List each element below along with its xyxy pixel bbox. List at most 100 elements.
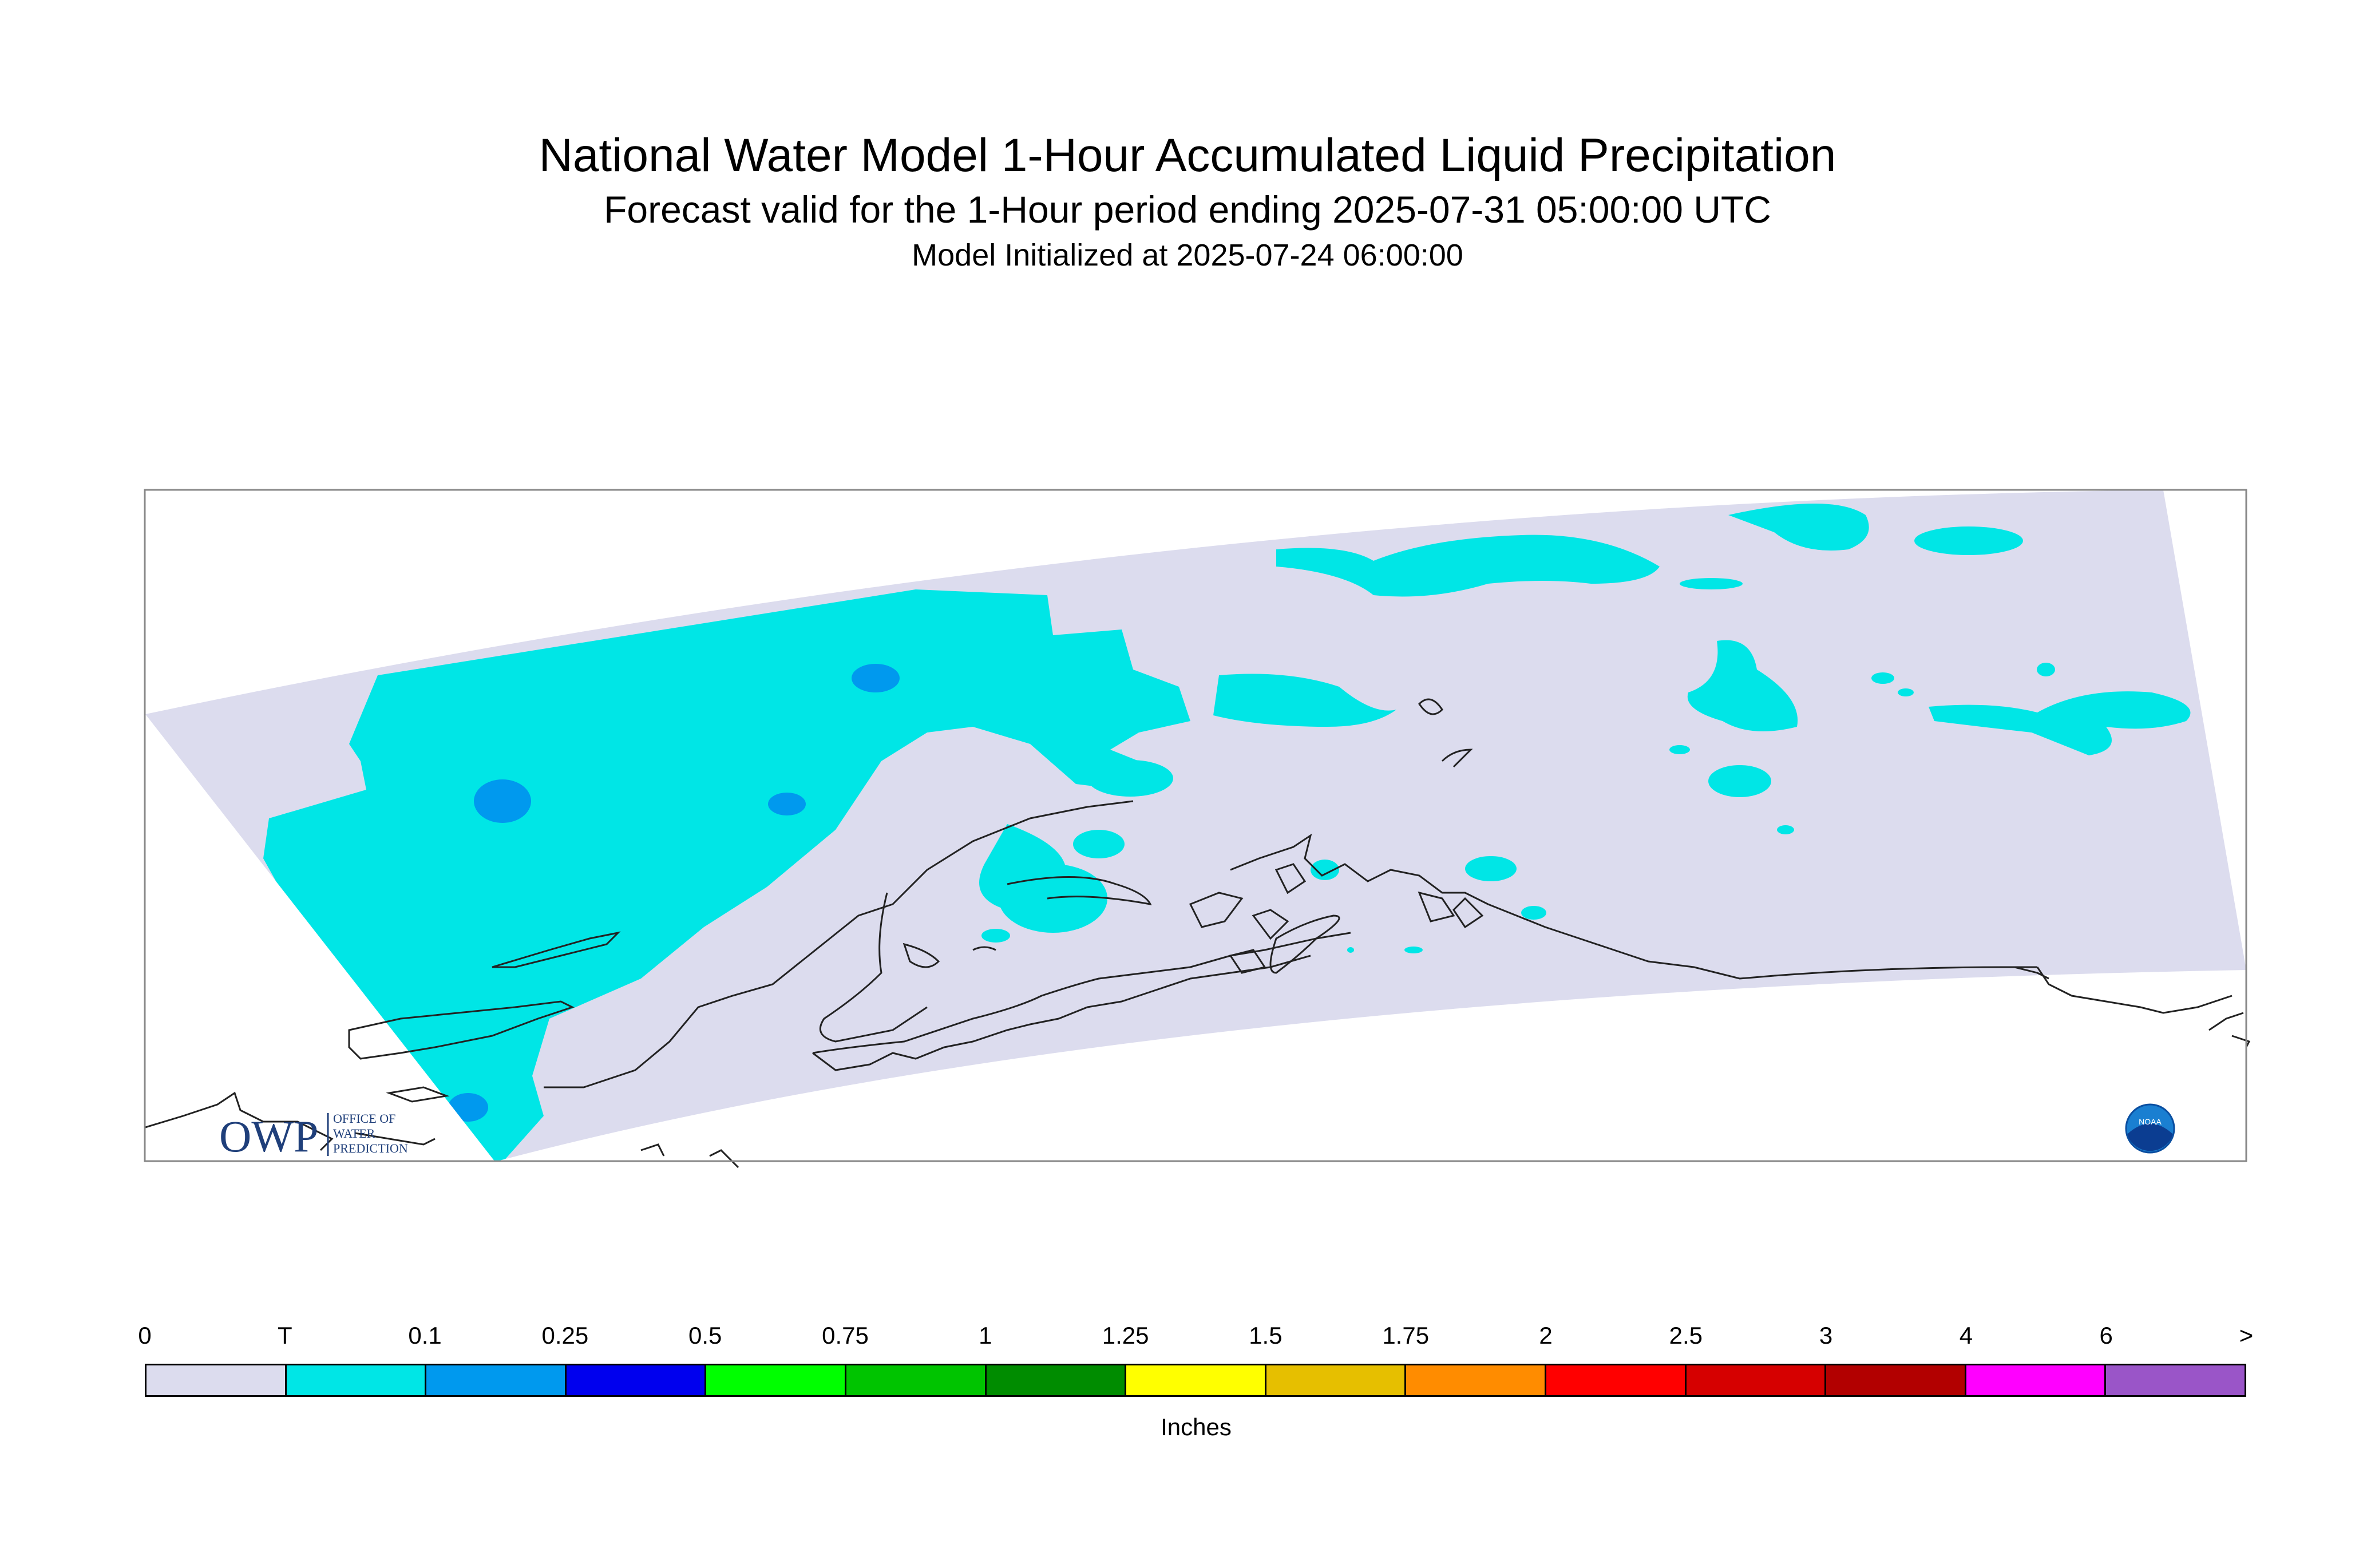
- legend-tick-label: 1: [979, 1322, 992, 1349]
- legend-tick-label: T: [277, 1322, 292, 1349]
- coastline: [819, 892, 928, 1043]
- trace-patch: [2037, 663, 2055, 676]
- trace-patch: [1680, 578, 1743, 589]
- coastline: [492, 931, 621, 968]
- legend-swatch: [1546, 1365, 1687, 1395]
- coastlines: [145, 698, 2251, 1169]
- coastline: [2014, 966, 2049, 980]
- coastline: [544, 800, 1134, 1088]
- legend-units: Inches: [1161, 1413, 1232, 1440]
- legend-swatch: [1826, 1365, 1966, 1395]
- coastline: [709, 1149, 739, 1169]
- coastline: [1418, 698, 1443, 715]
- trace-patch: [1871, 672, 1894, 684]
- trace-patch: [1404, 947, 1423, 953]
- trace-patch: [1347, 947, 1354, 953]
- legend-swatch: [426, 1365, 567, 1395]
- trace-patch: [1465, 856, 1517, 881]
- legend-swatch: [1406, 1365, 1546, 1395]
- coastline: [145, 1091, 334, 1151]
- trace-patch: [1687, 640, 1798, 731]
- chart-title: National Water Model 1-Hour Accumulated …: [539, 129, 1836, 181]
- chart-subtitle: Forecast valid for the 1-Hour period end…: [604, 188, 1771, 231]
- legend-swatch: [1966, 1365, 2107, 1395]
- light-rain-cell: [852, 664, 900, 692]
- coastline: [354, 1132, 436, 1146]
- owp-logo-text: OWP: [219, 1111, 318, 1161]
- trace-patch: [1914, 526, 2023, 555]
- model-init-time: Model Initialized at 2025-07-24 06:00:00: [912, 238, 1463, 272]
- coastline: [1269, 914, 1340, 974]
- coastline: [812, 955, 1311, 1071]
- legend-tick-label: 1.75: [1382, 1322, 1430, 1349]
- trace-patch: [1728, 504, 1869, 551]
- coastline: [2231, 1035, 2251, 1048]
- coastline: [902, 943, 940, 968]
- legend-swatch: [566, 1365, 707, 1395]
- legend-tick-label: 0.1: [408, 1322, 442, 1349]
- legend-swatch: [147, 1365, 287, 1395]
- coastline: [1274, 863, 1307, 894]
- trace-patch: [1073, 830, 1125, 858]
- legend-swatch: [286, 1365, 427, 1395]
- coastline: [1441, 749, 1473, 768]
- coastline: [2208, 1012, 2244, 1031]
- light-rain-cell: [448, 1093, 488, 1122]
- legend-tick-label: 0.25: [541, 1322, 589, 1349]
- legend-tick-label: 0: [138, 1322, 152, 1349]
- owp-logo-small: WATER: [333, 1126, 375, 1141]
- coastline: [1189, 892, 1244, 928]
- legend-tick-label: 3: [1819, 1322, 1833, 1349]
- owp-logo-small: OFFICE OF: [333, 1111, 395, 1126]
- trace-patch: [1213, 674, 1396, 727]
- coastline: [386, 1086, 450, 1103]
- trace-patch: [981, 929, 1010, 943]
- legend-swatch: [706, 1365, 846, 1395]
- trace-patch: [1311, 860, 1339, 880]
- legend-tick-label: 2.5: [1669, 1322, 1703, 1349]
- trace-patch: [1521, 906, 1546, 920]
- legend-swatch: [1686, 1365, 1827, 1395]
- coastline: [2036, 967, 2232, 1014]
- coastline: [812, 932, 1351, 1054]
- trace-patch: [1669, 745, 1690, 754]
- trace-patch: [1777, 825, 1794, 834]
- trace-patch: [1276, 534, 1660, 597]
- legend-colorbar: [145, 1364, 2246, 1397]
- trace-area-west: [263, 589, 1190, 1162]
- trace-patch: [1929, 691, 2191, 755]
- legend-swatch: [986, 1365, 1127, 1395]
- coastline: [1230, 833, 1775, 980]
- coastline: [1007, 876, 1152, 906]
- owp-logo: OWP OFFICE OF WATER PREDICTION: [219, 1111, 408, 1161]
- legend-swatch: [2106, 1365, 2245, 1395]
- legend-swatch: [1266, 1365, 1407, 1395]
- coastline: [1774, 966, 2037, 977]
- legend-tick-label: 4: [1959, 1322, 1973, 1349]
- legend-tick-label: 0.75: [822, 1322, 869, 1349]
- coastline: [1418, 891, 1455, 922]
- noaa-logo: NOAA: [2125, 1103, 2175, 1154]
- legend-swatch: [846, 1365, 987, 1395]
- coastline: [1452, 897, 1484, 929]
- light-rain-cell: [474, 779, 531, 823]
- legend-tick-label: 2: [1539, 1322, 1553, 1349]
- legend-tick-label: 0.5: [688, 1322, 722, 1349]
- coastline: [1252, 909, 1289, 940]
- legend-tick-label: >: [2239, 1322, 2254, 1349]
- coastline: [640, 1143, 665, 1157]
- trace-patch: [1708, 765, 1771, 797]
- trace-patch: [1087, 760, 1173, 797]
- map-border: [144, 489, 2247, 1162]
- light-rain-cell: [768, 793, 806, 815]
- coastline: [972, 946, 996, 951]
- legend-tick-label: 1.25: [1102, 1322, 1149, 1349]
- noaa-logo-text: NOAA: [2139, 1117, 2162, 1126]
- trace-patch: [1898, 688, 1914, 696]
- owp-logo-small: PREDICTION: [333, 1141, 408, 1155]
- legend-tick-label: 1.5: [1249, 1322, 1282, 1349]
- coastline: [1229, 949, 1266, 974]
- coastline: [348, 1000, 575, 1060]
- legend-swatch: [1126, 1365, 1266, 1395]
